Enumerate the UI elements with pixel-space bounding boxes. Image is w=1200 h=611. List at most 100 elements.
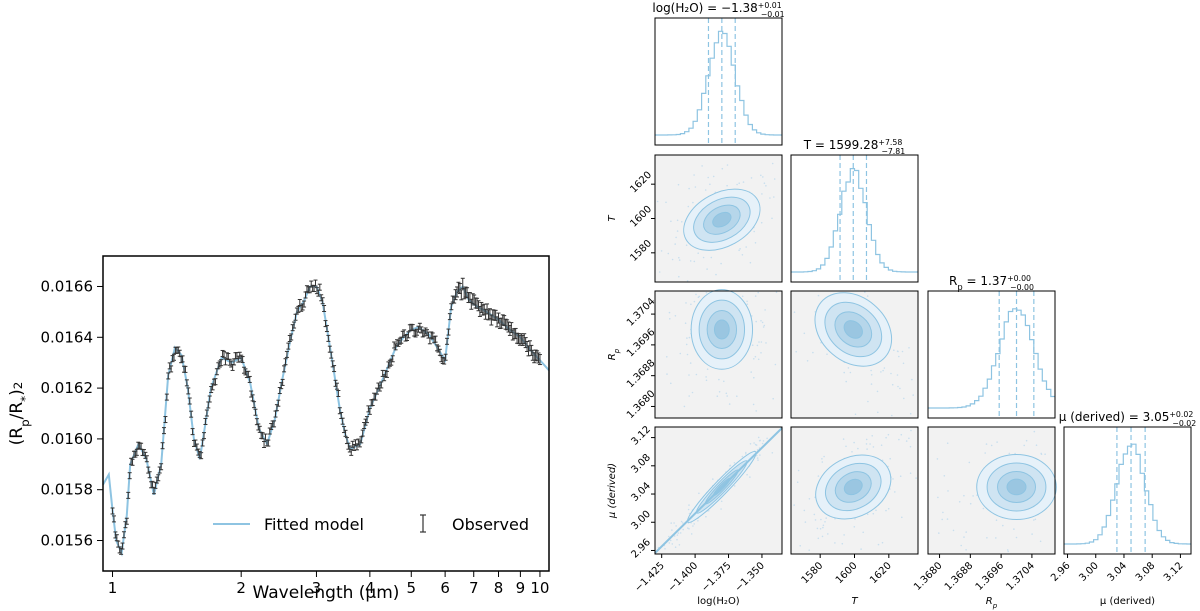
sample-dot — [901, 516, 903, 519]
corner-panel: log(H₂O) = −1.38+0.01 −0.01 — [652, 1, 785, 146]
sample-dot — [986, 537, 988, 539]
sample-dot — [946, 518, 949, 520]
sample-dot — [865, 438, 868, 441]
sample-dot — [755, 320, 757, 323]
sample-dot — [723, 380, 725, 383]
sample-dot — [887, 433, 890, 436]
density-contour — [1006, 478, 1027, 496]
sample-dot — [668, 311, 671, 314]
sample-dot — [817, 294, 820, 297]
sample-dot — [843, 534, 845, 536]
sample-dot — [720, 262, 722, 265]
corner-panel: 2.963.003.043.083.12μ (derived)−1.425 −1.… — [607, 424, 783, 607]
sample-dot — [746, 303, 749, 306]
sample-dot — [985, 443, 988, 445]
sample-dot — [882, 369, 884, 372]
sample-dot — [865, 443, 868, 445]
y-tick-label: 0.0164 — [41, 328, 94, 346]
sample-dot — [908, 347, 910, 349]
corner-y-tick-label: 1.3688 — [625, 358, 658, 391]
y-tick-label: 0.0160 — [41, 430, 94, 448]
sample-dot — [1033, 430, 1036, 433]
sample-dot — [899, 475, 902, 478]
sample-dot — [680, 520, 683, 523]
sample-dot — [896, 374, 899, 376]
sample-dot — [995, 537, 997, 539]
sample-dot — [687, 508, 690, 511]
y-tick-label: 0.0156 — [41, 532, 94, 550]
sample-dot — [693, 260, 696, 263]
x-tick-label: 3 — [312, 579, 322, 597]
sample-dot — [842, 438, 845, 440]
sample-dot — [671, 258, 674, 261]
sample-dot — [881, 541, 884, 544]
sample-dot — [749, 443, 752, 445]
sample-dot — [668, 535, 670, 538]
sample-dot — [1015, 536, 1018, 539]
sample-dot — [827, 533, 829, 535]
corner-y-tick-label: 1.3680 — [625, 388, 658, 421]
sample-dot — [911, 378, 913, 381]
x-tick-label: 9 — [516, 579, 526, 597]
sample-dot — [862, 531, 864, 534]
sample-dot — [915, 477, 917, 479]
sample-dot — [710, 256, 713, 259]
sample-dot — [664, 548, 666, 550]
x-tick-label: 10 — [530, 579, 549, 597]
sample-dot — [995, 519, 998, 521]
sample-dot — [898, 355, 900, 358]
sample-dot — [707, 510, 710, 512]
sample-dot — [912, 394, 914, 396]
param-title: Rp = 1.37+0.00 −0.00 — [949, 274, 1034, 293]
sample-dot — [690, 533, 693, 535]
sample-dot — [685, 244, 688, 246]
sample-dot — [681, 522, 684, 524]
sample-dot — [760, 352, 762, 354]
histogram-steps — [655, 30, 782, 136]
sample-dot — [733, 485, 736, 487]
sample-dot — [728, 403, 731, 405]
corner-panel-frame — [1063, 426, 1192, 555]
corner-y-tick-label: 1620 — [628, 170, 654, 196]
sample-dot — [739, 248, 741, 250]
sample-dot — [771, 162, 774, 165]
sample-dot — [984, 452, 986, 454]
corner-y-tick-label: 1600 — [628, 204, 654, 230]
sample-dot — [745, 246, 747, 248]
sample-dot — [706, 368, 709, 371]
sample-dot — [996, 441, 998, 443]
sample-dot — [665, 201, 667, 204]
corner-y-tick-label: 3.00 — [629, 509, 653, 533]
sample-dot — [894, 491, 896, 493]
sample-dot — [821, 535, 824, 538]
sample-dot — [972, 495, 974, 497]
sample-dot — [707, 176, 709, 179]
sample-dot — [1006, 549, 1009, 551]
sample-dot — [754, 242, 757, 244]
sample-dot — [901, 350, 904, 353]
corner-y-tick-label: 2.96 — [629, 537, 653, 561]
sample-dot — [893, 349, 895, 352]
sample-dot — [941, 518, 943, 521]
corner-panel-frame — [790, 290, 919, 419]
spectrum-frame — [102, 255, 550, 572]
sample-dot — [897, 385, 899, 388]
corner-x-tick-label: 3.04 — [1106, 560, 1130, 584]
sample-dot — [688, 336, 691, 339]
sample-dot — [872, 446, 875, 448]
sample-dot — [749, 476, 751, 478]
sample-dot — [896, 350, 899, 353]
sample-dot — [676, 538, 678, 541]
corner-x-label: μ (derived) — [1100, 596, 1155, 607]
sample-dot — [814, 519, 817, 521]
sample-dot — [725, 392, 728, 395]
sample-dot — [692, 525, 694, 527]
x-tick-label: 8 — [494, 579, 504, 597]
sample-dot — [968, 461, 971, 464]
legend-model-label: Fitted model — [264, 515, 364, 534]
sample-dot — [775, 291, 778, 294]
sample-dot — [990, 444, 993, 447]
sample-dot — [741, 254, 744, 256]
sample-dot — [1007, 550, 1009, 553]
